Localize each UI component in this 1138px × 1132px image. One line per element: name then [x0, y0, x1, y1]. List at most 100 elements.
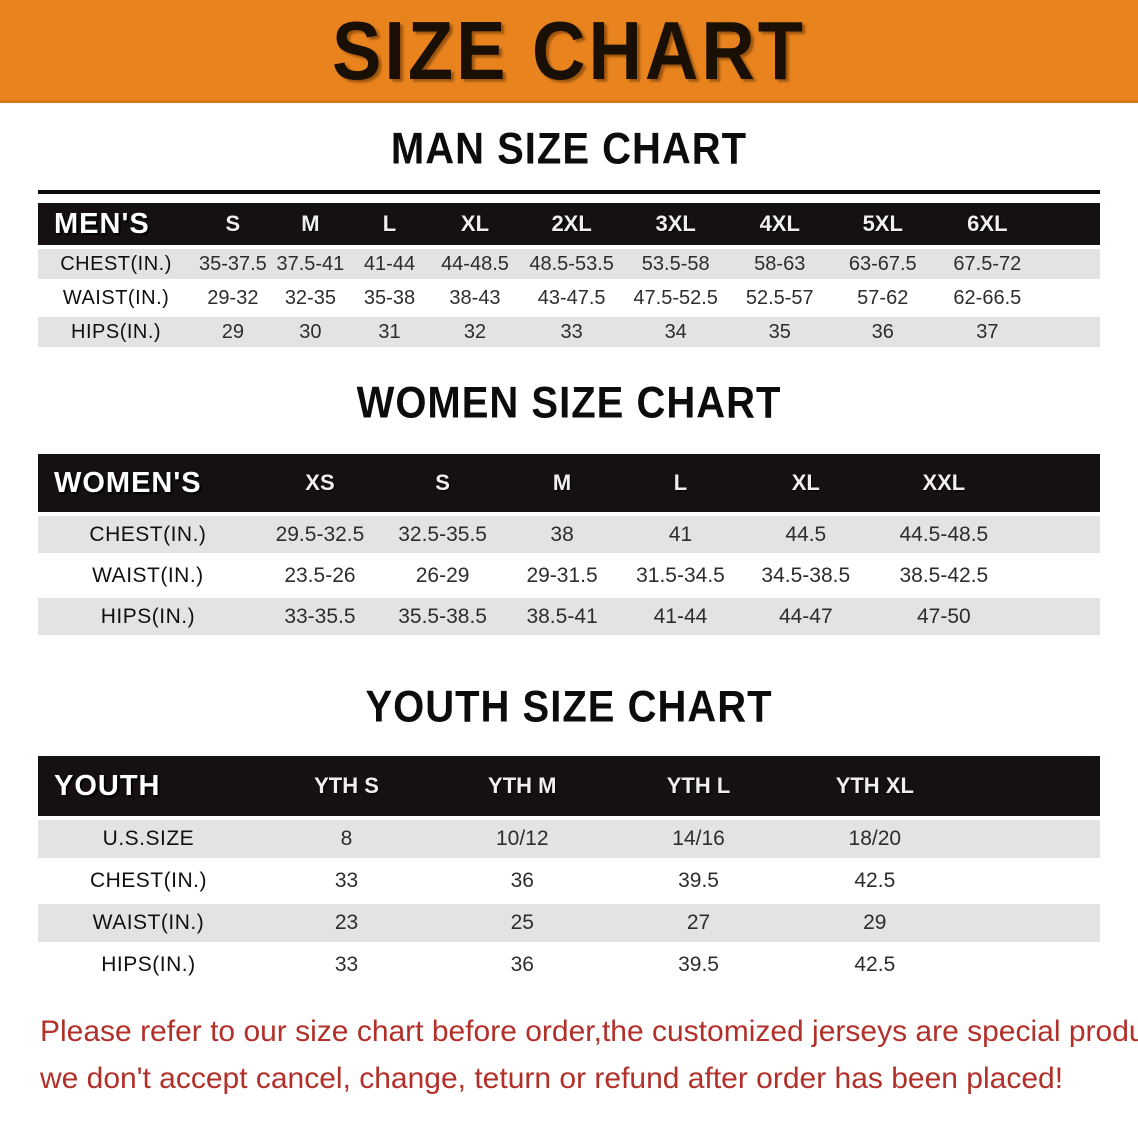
size-value-cell: 32-35: [271, 283, 350, 313]
size-value-cell: 33-35.5: [257, 598, 383, 635]
measurement-row: HIPS(IN.) 29 30 31 32 33 34 35 36 37: [38, 317, 1100, 347]
header-spacer: [962, 756, 1100, 816]
measurement-row-label: CHEST(IN.): [38, 862, 259, 900]
size-column-header: 2XL: [520, 203, 624, 245]
size-column-header: YTH M: [434, 756, 611, 816]
size-value-cell: 36: [831, 317, 935, 347]
size-value-cell: 32.5-35.5: [382, 516, 504, 553]
womens-table-wrap: WOMEN'S XS S M L XL XXL CHEST(IN.) 29.5-32.5 32.5…: [38, 450, 1100, 639]
size-value-cell: 10/12: [434, 820, 611, 858]
size-value-cell: 30: [271, 317, 350, 347]
measurement-row: WAIST(IN.) 23.5-26 26-29 29-31.5 31.5-34.5 34…: [38, 557, 1100, 594]
measurement-row-label: HIPS(IN.): [38, 598, 258, 635]
size-value-cell: 29-32: [194, 283, 272, 313]
size-value-cell: 39.5: [610, 946, 787, 984]
banner-title: SIZE CHART: [332, 3, 806, 97]
youth-size-table: YOUTH YTH S YTH M YTH L YTH XL U.S.SIZE 8 10/12…: [38, 752, 1100, 988]
size-value-cell: 38: [503, 516, 622, 553]
size-value-cell: 53.5-58: [623, 249, 729, 279]
mens-table-top-rule: [38, 190, 1100, 194]
order-policy-note: Please refer to our size chart before or…: [0, 1008, 1138, 1112]
row-spacer-cell: [1040, 317, 1100, 347]
size-value-cell: 41: [621, 516, 740, 553]
size-value-cell: 44-48.5: [429, 249, 521, 279]
size-column-header: YTH L: [610, 756, 787, 816]
size-header-row: MEN'S S M L XL 2XL 3XL 4XL 5XL 6XL: [38, 203, 1100, 245]
size-column-header: 3XL: [623, 203, 729, 245]
row-spacer-cell: [962, 862, 1100, 900]
measurement-row-label: HIPS(IN.): [38, 946, 259, 984]
measurement-row: HIPS(IN.) 33-35.5 35.5-38.5 38.5-41 41-44 44-…: [38, 598, 1100, 635]
size-column-header: 6XL: [934, 203, 1041, 245]
size-value-cell: 34.5-38.5: [739, 557, 872, 594]
measurement-row-label: WAIST(IN.): [38, 904, 259, 942]
row-spacer-cell: [962, 904, 1100, 942]
size-value-cell: 43-47.5: [520, 283, 624, 313]
size-value-cell: 42.5: [786, 946, 963, 984]
size-value-cell: 36: [434, 862, 611, 900]
size-column-header: YTH S: [258, 756, 435, 816]
size-value-cell: 37.5-41: [271, 249, 350, 279]
size-value-cell: 31.5-34.5: [621, 557, 740, 594]
measurement-row-label: WAIST(IN.): [38, 557, 258, 594]
size-column-header: XL: [429, 203, 521, 245]
size-value-cell: 37: [934, 317, 1041, 347]
size-value-cell: 26-29: [382, 557, 504, 594]
size-header-row: WOMEN'S XS S M L XL XXL: [38, 454, 1100, 512]
size-column-header: YTH XL: [786, 756, 963, 816]
size-value-cell: 44-47: [739, 598, 872, 635]
row-spacer-cell: [962, 820, 1100, 858]
size-value-cell: 39.5: [610, 862, 787, 900]
size-value-cell: 47-50: [871, 598, 1017, 635]
size-value-cell: 62-66.5: [934, 283, 1041, 313]
size-value-cell: 29: [786, 904, 963, 942]
size-value-cell: 32: [429, 317, 521, 347]
size-column-header: 5XL: [831, 203, 935, 245]
size-column-header: S: [382, 454, 504, 512]
size-value-cell: 41-44: [349, 249, 430, 279]
size-value-cell: 36: [434, 946, 611, 984]
size-value-cell: 38.5-42.5: [871, 557, 1017, 594]
size-column-header: M: [271, 203, 350, 245]
size-value-cell: 47.5-52.5: [623, 283, 729, 313]
size-value-cell: 42.5: [786, 862, 963, 900]
row-spacer-cell: [1016, 516, 1100, 553]
size-value-cell: 29.5-32.5: [257, 516, 383, 553]
size-value-cell: 33: [258, 862, 435, 900]
row-spacer-cell: [1016, 557, 1100, 594]
size-value-cell: 44.5-48.5: [871, 516, 1017, 553]
youth-table-wrap: YOUTH YTH S YTH M YTH L YTH XL U.S.SIZE 8 10/12…: [38, 752, 1100, 988]
table-corner-label: MEN'S: [38, 203, 195, 245]
womens-section-heading: WOMEN SIZE CHART: [356, 378, 782, 428]
size-value-cell: 14/16: [610, 820, 787, 858]
size-value-cell: 35-38: [349, 283, 430, 313]
measurement-row: CHEST(IN.) 29.5-32.5 32.5-35.5 38 41 44.5 44.5…: [38, 516, 1100, 553]
size-value-cell: 52.5-57: [728, 283, 832, 313]
measurement-row-label: HIPS(IN.): [38, 317, 195, 347]
measurement-row: CHEST(IN.) 33 36 39.5 42.5: [38, 862, 1100, 900]
measurement-row: CHEST(IN.) 35-37.5 37.5-41 41-44 44-48.5 48.5…: [38, 249, 1100, 279]
size-value-cell: 58-63: [728, 249, 832, 279]
row-spacer-cell: [1040, 249, 1100, 279]
size-value-cell: 18/20: [786, 820, 963, 858]
size-value-cell: 31: [349, 317, 430, 347]
table-corner-label: YOUTH: [38, 756, 259, 816]
measurement-row-label: CHEST(IN.): [38, 516, 258, 553]
size-value-cell: 63-67.5: [831, 249, 935, 279]
size-value-cell: 38-43: [429, 283, 521, 313]
size-column-header: 4XL: [728, 203, 832, 245]
mens-section-heading: MAN SIZE CHART: [390, 124, 748, 174]
size-column-header: XXL: [871, 454, 1017, 512]
size-column-header: S: [194, 203, 272, 245]
size-column-header: XS: [257, 454, 383, 512]
size-value-cell: 38.5-41: [503, 598, 622, 635]
row-spacer-cell: [1016, 598, 1100, 635]
measurement-row-label: WAIST(IN.): [38, 283, 195, 313]
measurement-row-label: CHEST(IN.): [38, 249, 195, 279]
size-value-cell: 57-62: [831, 283, 935, 313]
size-column-header: L: [621, 454, 740, 512]
size-value-cell: 67.5-72: [934, 249, 1041, 279]
size-column-header: L: [349, 203, 430, 245]
size-value-cell: 33: [520, 317, 624, 347]
